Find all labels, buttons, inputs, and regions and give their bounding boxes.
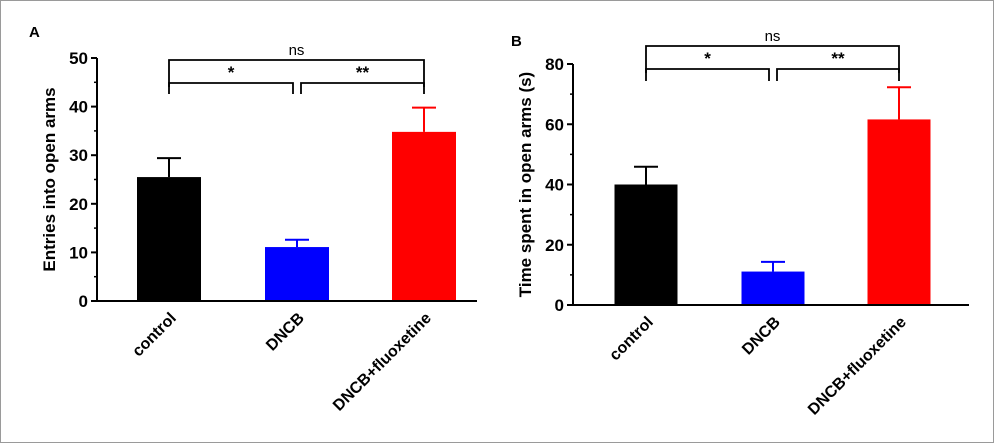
y-tick-label: 40	[545, 176, 564, 195]
y-tick-label: 20	[69, 195, 88, 214]
bar-dncb	[741, 271, 805, 305]
y-tick-label: 40	[69, 98, 88, 117]
significance-label: ns	[289, 42, 305, 59]
significance-label: **	[356, 63, 370, 82]
x-tick-label: DNCB	[739, 314, 784, 359]
significance-label: *	[704, 49, 711, 68]
significance-bracket	[300, 82, 425, 94]
y-tick-label: 80	[545, 55, 564, 74]
y-tick-label: 0	[555, 296, 564, 315]
x-tick-label: DNCB	[263, 310, 308, 355]
significance-bracket	[776, 68, 900, 81]
x-tick-label: DNCB+fluoxetine	[805, 314, 910, 419]
panel-label: B	[511, 33, 522, 50]
panel-label: A	[29, 24, 40, 41]
y-tick-label: 50	[69, 49, 88, 68]
bar-dncb	[265, 247, 329, 301]
significance-label: *	[228, 63, 235, 82]
significance-bracket	[168, 82, 294, 94]
significance-bracket	[645, 68, 770, 81]
significance-label: ns	[765, 28, 781, 45]
y-axis-label: Entries into open arms	[40, 87, 59, 271]
significance-bracket	[168, 59, 425, 87]
y-tick-label: 0	[79, 292, 88, 311]
x-tick-label: DNCB+fluoxetine	[330, 310, 435, 415]
bar-control	[614, 184, 678, 305]
y-tick-label: 10	[69, 243, 88, 262]
y-axis-label: Time spent in open arms (s)	[516, 72, 535, 297]
significance-bracket	[645, 45, 900, 73]
bar-dncb-fluoxetine	[867, 119, 931, 306]
significance-label: **	[831, 49, 845, 68]
x-tick-label: control	[129, 310, 179, 360]
y-tick-label: 60	[545, 115, 564, 134]
y-tick-label: 30	[69, 146, 88, 165]
bar-dncb-fluoxetine	[392, 131, 456, 301]
x-tick-label: control	[606, 314, 656, 364]
y-tick-label: 20	[545, 236, 564, 255]
bar-control	[137, 177, 201, 301]
